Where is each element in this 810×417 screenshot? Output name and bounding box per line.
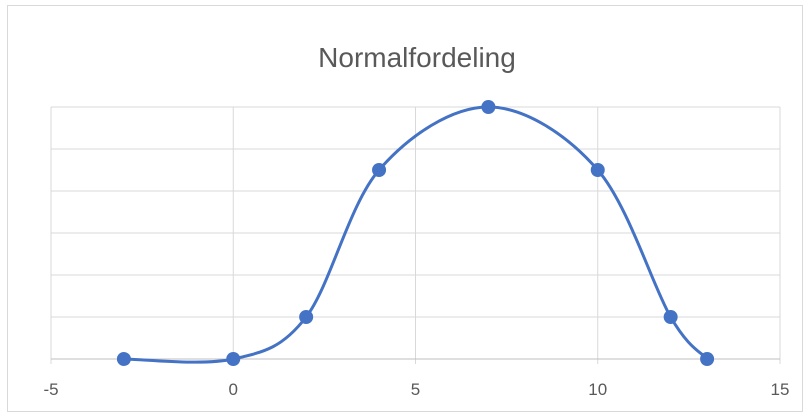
data-point (116, 352, 131, 366)
x-tick-label: 5 (411, 380, 420, 399)
x-tick-label: -5 (43, 380, 58, 399)
data-point (299, 310, 314, 324)
point-layer (116, 100, 715, 366)
chart-svg: Normalfordeling -5 0 5 10 15 (43, 42, 789, 399)
line-layer (123, 105, 709, 364)
data-point (372, 163, 387, 177)
data-point (481, 100, 496, 114)
chart-title: Normalfordeling (318, 42, 516, 73)
data-point (590, 163, 605, 177)
series-line (123, 105, 709, 364)
chart-area: Normalfordeling -5 0 5 10 15 (7, 5, 803, 412)
data-point (700, 352, 715, 366)
grid-layer (50, 106, 781, 364)
x-tick-label: 0 (229, 380, 238, 399)
x-tick-label: 10 (588, 380, 607, 399)
x-tick-label: 15 (771, 380, 790, 399)
tick-layer: -5 0 5 10 15 (43, 380, 789, 399)
data-point (663, 310, 678, 324)
data-point (226, 352, 241, 366)
